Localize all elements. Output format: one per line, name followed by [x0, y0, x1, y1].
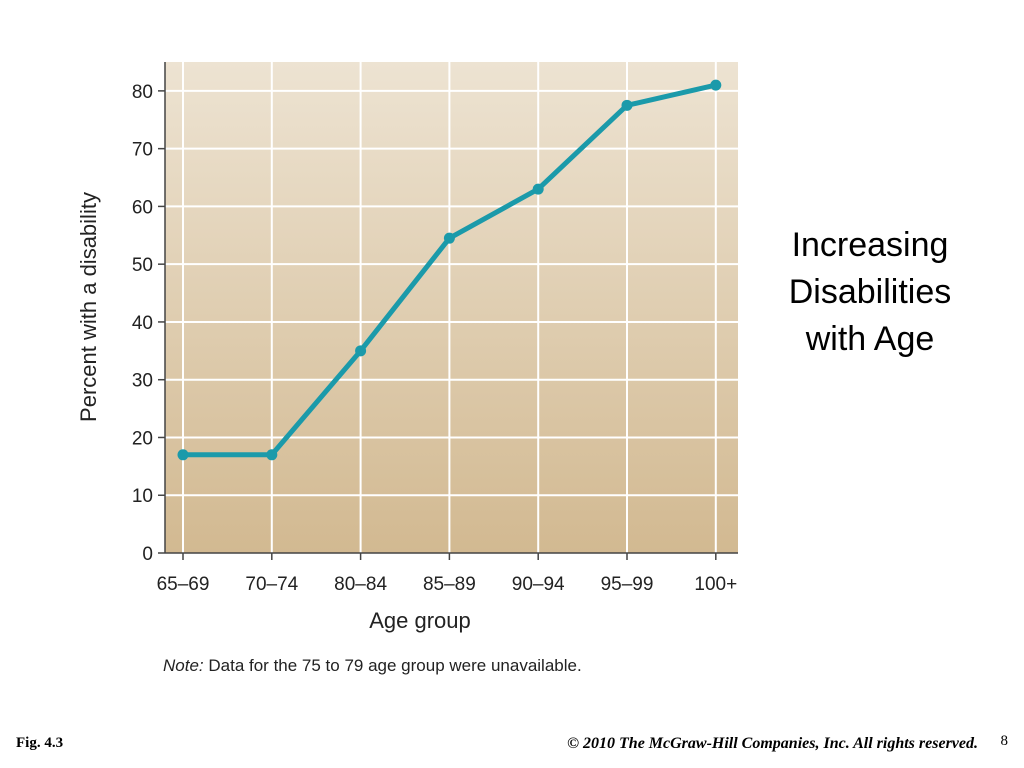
figure-label: Fig. 4.3 [16, 735, 64, 751]
y-tick-label: 80 [132, 82, 153, 103]
x-axis-title: Age group [369, 608, 471, 633]
data-series [177, 79, 722, 461]
x-tick-label: 90–94 [512, 574, 565, 595]
x-tick-label: 65–69 [157, 574, 210, 595]
data-point [266, 449, 278, 461]
y-tick-label: 10 [132, 486, 153, 507]
y-tick-label: 30 [132, 371, 153, 392]
data-point [621, 99, 633, 111]
y-tick-label: 20 [132, 428, 153, 449]
x-tick-label: 85–89 [423, 574, 476, 595]
x-tick-label: 100+ [694, 574, 737, 595]
y-tick-label: 0 [142, 544, 153, 565]
data-point [710, 79, 722, 91]
data-point [355, 345, 367, 357]
x-tick-label: 95–99 [601, 574, 654, 595]
tick-labels: 0 10 20 30 40 50 60 70 80 65–69 70–74 80–84 85–89 90–… [132, 82, 737, 595]
note-body: Data for the 75 to 79 age group were una… [208, 656, 582, 675]
y-tick-label: 50 [132, 255, 153, 276]
slide-title: Increasing Disabilities with Age [760, 222, 980, 363]
y-tick-label: 60 [132, 197, 153, 218]
plot-area [165, 62, 738, 553]
note-label: Note: [163, 656, 204, 675]
data-point [443, 232, 455, 244]
copyright-notice: © 2010 The McGraw-Hill Companies, Inc. A… [567, 735, 978, 752]
slide-title-line-3: with Age [805, 320, 935, 358]
y-tick-label: 40 [132, 313, 153, 334]
chart-note: Note: Data for the 75 to 79 age group we… [163, 656, 582, 676]
gridlines [165, 62, 738, 553]
x-tick-label: 80–84 [334, 574, 387, 595]
slide-title-line-2: Disabilities [788, 273, 952, 311]
y-axis-title: Percent with a disability [76, 192, 101, 422]
data-point [532, 183, 544, 195]
page-number: 8 [1000, 733, 1009, 749]
data-point [177, 449, 189, 461]
slide-title-line-1: Increasing [791, 226, 949, 264]
y-tick-label: 70 [132, 140, 153, 161]
axes [158, 62, 738, 560]
x-tick-label: 70–74 [245, 574, 298, 595]
